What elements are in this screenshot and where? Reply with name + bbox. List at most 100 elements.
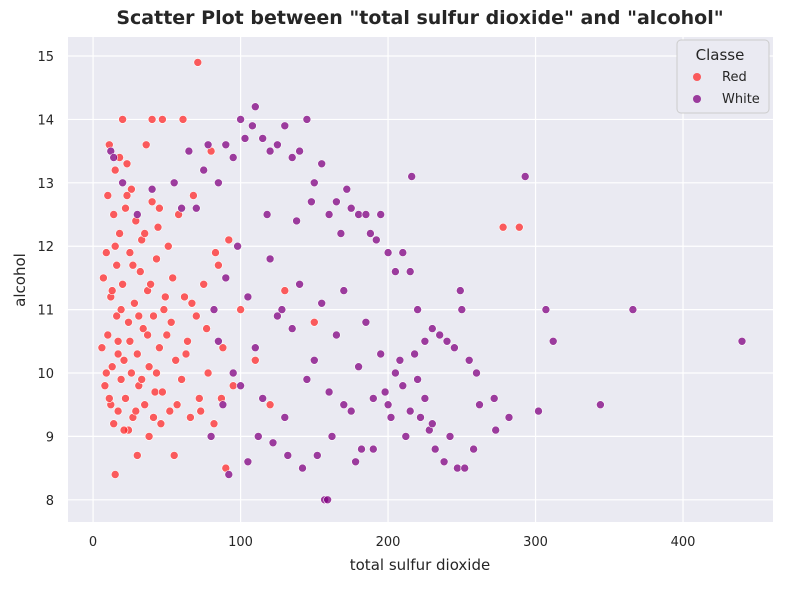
data-point-white <box>243 457 253 467</box>
data-point-red <box>199 279 208 289</box>
data-point-red <box>118 115 127 124</box>
data-point-red <box>150 387 160 397</box>
data-point-red <box>141 140 151 150</box>
data-point-red <box>110 165 120 175</box>
legend-marker-white <box>693 95 701 103</box>
data-point-white <box>383 248 393 257</box>
data-point-white <box>405 267 415 276</box>
data-point-red <box>121 203 130 213</box>
y-tick-label: 11 <box>37 304 54 319</box>
data-point-white <box>489 394 499 403</box>
x-tick-label: 0 <box>89 535 97 550</box>
data-point-white <box>258 134 268 143</box>
data-point-white <box>253 432 263 441</box>
data-point-white <box>472 368 481 378</box>
data-point-red <box>113 349 123 359</box>
data-point-white <box>596 400 605 410</box>
data-point-white <box>243 292 253 302</box>
data-point-red <box>103 191 113 200</box>
data-point-red <box>214 260 223 270</box>
data-point-white <box>295 279 304 289</box>
data-point-red <box>131 406 141 416</box>
data-point-red <box>107 362 117 372</box>
data-point-red <box>177 375 186 384</box>
legend-label-red: Red <box>722 70 747 85</box>
data-point-white <box>228 153 238 162</box>
data-point-white <box>133 210 142 219</box>
data-point-white <box>376 349 386 359</box>
data-point-white <box>430 444 440 454</box>
data-point-white <box>342 184 352 194</box>
data-point-white <box>391 267 400 276</box>
data-point-red <box>110 470 120 479</box>
data-point-white <box>366 229 375 238</box>
data-point-white <box>737 336 747 346</box>
data-point-red <box>137 375 146 384</box>
data-point-white <box>324 210 334 219</box>
data-point-red <box>133 451 142 460</box>
data-point-white <box>295 146 304 156</box>
data-point-white <box>312 451 322 460</box>
data-point-white <box>248 121 257 131</box>
data-point-white <box>413 375 422 384</box>
data-point-white <box>368 394 378 403</box>
data-point-red <box>171 355 180 365</box>
data-point-red <box>127 184 136 194</box>
data-point-white <box>273 311 282 321</box>
data-point-white <box>199 165 208 175</box>
data-point-white <box>214 336 223 346</box>
data-point-white <box>251 102 260 111</box>
data-point-red <box>102 368 111 378</box>
data-point-white <box>504 413 514 422</box>
data-point-red <box>124 317 133 327</box>
data-point-white <box>292 216 301 226</box>
data-point-red <box>186 413 195 422</box>
data-point-white <box>361 210 371 219</box>
data-point-red <box>144 362 154 372</box>
data-point-white <box>317 159 327 169</box>
data-point-white <box>302 115 312 124</box>
data-point-white <box>361 317 371 327</box>
data-point-red <box>251 355 260 365</box>
data-point-white <box>302 375 312 384</box>
data-point-white <box>398 381 408 391</box>
data-point-red <box>116 375 126 384</box>
data-point-red <box>127 368 136 378</box>
data-point-white <box>147 184 157 194</box>
data-point-white <box>298 463 307 473</box>
data-point-white <box>401 432 411 441</box>
data-point-white <box>169 178 179 188</box>
data-point-red <box>97 343 107 353</box>
x-axis-label: total sulfur dioxide <box>350 556 490 574</box>
data-point-red <box>187 298 197 308</box>
data-point-white <box>346 203 356 213</box>
data-point-red <box>128 260 138 270</box>
data-point-white <box>262 210 272 219</box>
data-point-white <box>251 343 260 353</box>
data-point-red <box>149 311 158 321</box>
data-point-white <box>323 495 332 505</box>
data-point-red <box>156 419 166 429</box>
series-white <box>106 102 747 505</box>
data-point-red <box>102 248 111 257</box>
data-point-white <box>416 413 425 422</box>
data-point-red <box>112 260 121 270</box>
data-point-white <box>317 298 327 308</box>
data-point-white <box>287 324 297 333</box>
data-point-white <box>354 210 363 219</box>
data-point-white <box>383 400 393 410</box>
data-point-white <box>287 153 297 162</box>
data-point-red <box>196 406 205 416</box>
legend-marker-red <box>693 73 701 81</box>
data-point-white <box>339 400 349 410</box>
data-point-red <box>218 343 228 353</box>
data-point-red <box>189 191 198 200</box>
data-point-red <box>280 286 290 295</box>
data-point-white <box>214 178 223 188</box>
data-point-red <box>224 235 234 245</box>
data-point-red <box>119 355 129 365</box>
data-point-white <box>380 387 390 397</box>
data-point-red <box>103 330 113 340</box>
data-point-white <box>280 121 290 131</box>
data-point-red <box>155 203 164 213</box>
